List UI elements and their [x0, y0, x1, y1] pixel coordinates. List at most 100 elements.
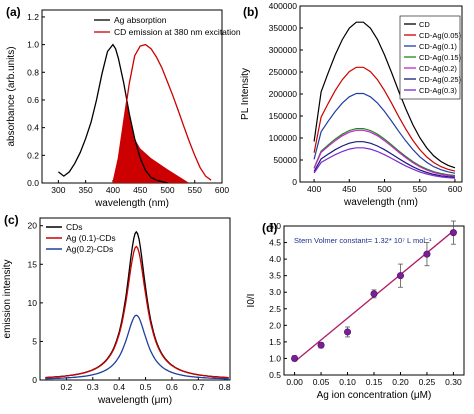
data-point — [423, 250, 431, 258]
y-tick-label: 150000 — [269, 111, 298, 121]
legend-label: CD-Ag(0.2) — [419, 64, 457, 73]
x-tick-label: 500 — [160, 185, 174, 195]
y-tick-label: 4.5 — [269, 238, 281, 248]
y-tick-label: 0.2 — [27, 150, 39, 160]
y-tick-label: 1.2 — [27, 12, 39, 22]
data-point — [344, 328, 352, 336]
legend-label: CD-Ag(0.05) — [419, 31, 462, 40]
x-tick-label: 0.15 — [366, 377, 383, 387]
y-axis-label: I0/I — [246, 294, 257, 308]
x-tick-label: 0.25 — [419, 377, 436, 387]
y-tick-label: 250000 — [269, 67, 298, 77]
panel-label: (b) — [243, 5, 258, 19]
y-tick-label: 0.5 — [269, 370, 281, 380]
y-tick-label: 3.5 — [269, 271, 281, 281]
y-tick-label: 200000 — [269, 89, 298, 99]
y-tick-label: 2.0 — [269, 320, 281, 330]
x-tick-label: 550 — [188, 185, 202, 195]
data-point — [370, 290, 378, 298]
y-tick-label: 1.5 — [269, 337, 281, 347]
data-point — [449, 229, 457, 237]
panel-1: 400 450 500 550 600 0 50000 100000 150000 200000 2… — [240, 1, 463, 208]
y-axis-label: emission intensity — [2, 260, 13, 339]
x-tick-label: 350 — [79, 185, 93, 195]
x-axis-label: wavelength (nm) — [343, 197, 418, 208]
legend-label: CD-Ag(0.3) — [419, 86, 457, 95]
y-tick-label: 300000 — [269, 45, 298, 55]
y-tick-label: 100000 — [269, 133, 298, 143]
y-tick-label: 10 — [28, 298, 38, 308]
x-tick-label: 600 — [448, 184, 462, 194]
x-tick-label: 0.6 — [166, 382, 178, 392]
y-tick-label: 5 — [32, 336, 37, 346]
x-tick-label: 400 — [307, 184, 321, 194]
x-tick-label: 0.10 — [339, 377, 356, 387]
data-point — [291, 354, 299, 362]
y-tick-label: 0 — [32, 375, 37, 385]
data-point — [396, 272, 404, 280]
x-axis-label: Ag ion concentration (μM) — [317, 390, 432, 401]
series-cd-ag-0-3- — [313, 147, 456, 179]
panel-3: 0.00 0.05 0.10 0.15 0.20 0.25 0.30 0.5 1.0 1.5 2.0… — [246, 220, 465, 401]
series-cd-ag-0-2- — [313, 129, 456, 177]
x-tick-label: 0.7 — [192, 382, 204, 392]
plot-frame — [283, 225, 465, 376]
y-tick-label: 3.0 — [269, 287, 281, 297]
legend-label: CD — [419, 20, 430, 29]
x-tick-label: 550 — [413, 184, 427, 194]
y-axis-label: absorbance (arb.units) — [6, 46, 17, 146]
y-tick-label: 20 — [28, 221, 38, 231]
x-axis-label: wavelength (μm) — [97, 395, 172, 406]
x-tick-label: 0.05 — [313, 377, 330, 387]
y-tick-label: 400000 — [269, 1, 298, 11]
x-tick-label: 0.5 — [140, 382, 152, 392]
legend-label: Ag(0.2)-CDs — [66, 244, 113, 254]
y-tick-label: 0.4 — [27, 123, 39, 133]
y-tick-label: 0 — [292, 177, 297, 187]
y-tick-label: 50000 — [273, 155, 297, 165]
series-ag-0-1-cds — [45, 245, 229, 379]
data-point — [317, 341, 325, 349]
y-tick-label: 0.6 — [27, 95, 39, 105]
y-axis-label: PL Intensity — [240, 68, 251, 120]
panel-2: 0.2 0.3 0.4 0.5 0.6 0.7 0.8 0 5 10 15 20 wavelength … — [2, 213, 231, 406]
legend-label: CDs — [66, 222, 83, 232]
x-tick-label: 0.4 — [113, 382, 125, 392]
series-cd-ag-0-05- — [313, 66, 456, 172]
legend-label: Ag (0.1)-CDs — [66, 233, 116, 243]
series-cd-ag-0-25- — [313, 141, 456, 178]
y-tick-label: 2.5 — [269, 304, 281, 314]
legend-label: CD-Ag(0.15) — [419, 53, 462, 62]
y-tick-label: 0.0 — [27, 178, 39, 188]
x-tick-label: 450 — [342, 184, 356, 194]
panel-0: 300 350 400 450 500 550 600 0.0 0.2 0.4 0.6 0.8 1.0 1… — [6, 5, 241, 209]
legend-label: CD emission at 380 nm excitation — [114, 27, 241, 37]
panel-label: (d) — [262, 221, 277, 235]
panel-label: (a) — [6, 5, 21, 19]
y-tick-label: 4.0 — [269, 254, 281, 264]
x-tick-label: 0.00 — [286, 377, 303, 387]
x-tick-label: 0.30 — [445, 377, 462, 387]
series-cd-ag-0-1- — [313, 92, 456, 174]
series-cd-emission — [112, 43, 212, 184]
series-ag-0-2-cds — [45, 314, 229, 380]
y-tick-label: 350000 — [269, 23, 298, 33]
legend-label: Ag absorption — [114, 15, 167, 25]
stern-volmer-annotation: Stern Volmer constant= 1.32* 10⁷ L mol⁻¹ — [294, 236, 432, 245]
x-tick-label: 0.8 — [219, 382, 231, 392]
series-cd — [313, 21, 456, 169]
x-tick-label: 0.2 — [60, 382, 72, 392]
y-tick-label: 0.8 — [27, 67, 39, 77]
x-tick-label: 450 — [133, 185, 147, 195]
series-ag-absorption — [58, 43, 168, 184]
x-tick-label: 0.20 — [392, 377, 409, 387]
x-tick-label: 500 — [377, 184, 391, 194]
x-tick-label: 400 — [106, 185, 120, 195]
overlap-shaded-region — [112, 100, 190, 183]
x-tick-label: 600 — [215, 185, 229, 195]
legend-label: CD-Ag(0.1) — [419, 42, 457, 51]
y-tick-label: 5.0 — [269, 221, 281, 231]
panel-label: (c) — [4, 213, 19, 227]
